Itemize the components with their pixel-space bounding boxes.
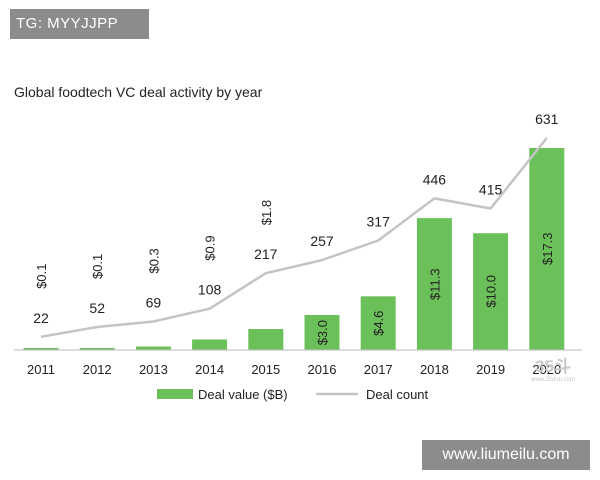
bar-deal-value-2018 bbox=[416, 218, 452, 350]
corner-watermark-small: www.35dou.com bbox=[530, 377, 576, 383]
data-label-deal-count-2017: 317 bbox=[367, 214, 391, 230]
bar-deal-value-2012 bbox=[79, 348, 115, 350]
data-label-deal-value-2019: $10.0 bbox=[484, 275, 499, 308]
data-label-deal-count-2020: 631 bbox=[535, 111, 559, 127]
x-tick-label-2012: 2012 bbox=[83, 362, 112, 377]
x-tick-label-2018: 2018 bbox=[420, 362, 449, 377]
x-tick-label-2011: 2011 bbox=[27, 362, 55, 377]
x-tick-label-2017: 2017 bbox=[364, 362, 393, 377]
data-label-deal-count-2019: 415 bbox=[479, 182, 503, 198]
bar-deal-value-2020 bbox=[529, 148, 565, 350]
data-label-deal-value-2015: $1.8 bbox=[259, 200, 274, 225]
data-label-deal-value-2012: $0.1 bbox=[90, 254, 105, 279]
x-tick-label-2020: 2020 bbox=[532, 362, 561, 377]
data-label-deal-value-2014: $0.9 bbox=[203, 235, 218, 260]
data-label-deal-count-2012: 52 bbox=[89, 300, 105, 316]
data-label-deal-value-2020: $17.3 bbox=[540, 232, 555, 265]
bar-deal-value-2019 bbox=[473, 233, 509, 350]
data-label-deal-count-2016: 257 bbox=[310, 233, 334, 249]
legend-label-deal-value: Deal value ($B) bbox=[198, 387, 288, 402]
bar-deal-value-2013 bbox=[135, 346, 171, 350]
x-tick-label-2013: 2013 bbox=[139, 362, 168, 377]
bar-deal-value-2014 bbox=[192, 339, 228, 350]
labels-layer: 2011 2012 2013 2014 2015 2016 2017 2018 2019 2020… bbox=[27, 111, 561, 377]
x-tick-label-2015: 2015 bbox=[251, 362, 280, 377]
data-label-deal-count-2015: 217 bbox=[254, 246, 278, 262]
data-label-deal-value-2013: $0.3 bbox=[146, 248, 161, 273]
deal-count-line bbox=[40, 137, 548, 339]
bar-deal-value-2011 bbox=[23, 348, 59, 350]
x-tick-label-2016: 2016 bbox=[308, 362, 337, 377]
x-tick-label-2019: 2019 bbox=[476, 362, 505, 377]
data-label-deal-count-2011: 22 bbox=[33, 310, 49, 326]
legend-swatch-deal-value bbox=[157, 389, 193, 399]
chart-title: Global foodtech VC deal activity by year bbox=[14, 84, 263, 100]
legend-label-deal-count: Deal count bbox=[366, 387, 429, 402]
corner-watermark-logo: 35斗 www.35dou.com bbox=[528, 358, 578, 384]
data-label-deal-value-2011: $0.1 bbox=[34, 263, 49, 288]
x-tick-label-2014: 2014 bbox=[195, 362, 224, 377]
data-label-deal-count-2013: 69 bbox=[146, 295, 162, 311]
corner-watermark-big: 35斗 bbox=[535, 357, 571, 376]
data-label-deal-count-2018: 446 bbox=[423, 171, 447, 187]
data-label-deal-value-2018: $11.3 bbox=[427, 268, 442, 300]
data-label-deal-value-2017: $4.6 bbox=[371, 311, 386, 336]
chart-legend: Deal value ($B) Deal count bbox=[157, 387, 429, 402]
top-watermark-badge: TG: MYYJJPP bbox=[10, 9, 149, 39]
bottom-watermark-badge: www.liumeilu.com bbox=[422, 440, 590, 470]
deal-count-line-layer bbox=[40, 137, 548, 339]
data-label-deal-value-2016: $3.0 bbox=[315, 320, 330, 345]
bars-layer bbox=[23, 148, 565, 350]
bar-deal-value-2015 bbox=[248, 329, 284, 350]
bar-deal-value-2017 bbox=[360, 296, 396, 350]
data-label-deal-count-2014: 108 bbox=[198, 282, 222, 298]
bar-deal-value-2016 bbox=[304, 315, 340, 350]
